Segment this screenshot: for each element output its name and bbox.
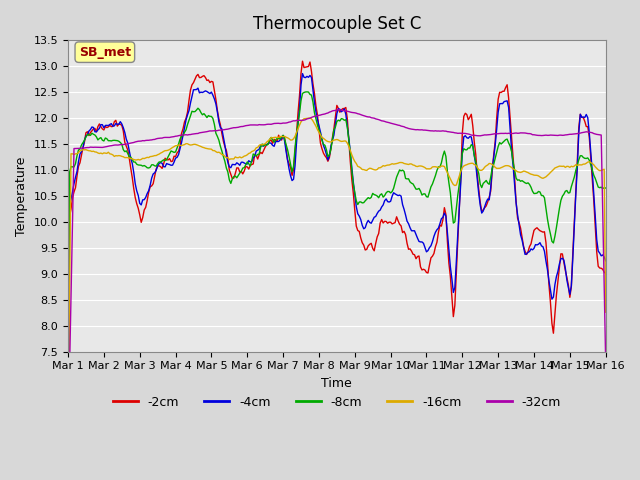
X-axis label: Time: Time bbox=[321, 377, 352, 390]
Y-axis label: Temperature: Temperature bbox=[15, 156, 28, 236]
-4cm bbox=[299, 71, 307, 76]
Title: Thermocouple Set C: Thermocouple Set C bbox=[253, 15, 421, 33]
-4cm bbox=[390, 190, 397, 196]
-8cm bbox=[372, 192, 380, 198]
-4cm bbox=[372, 214, 380, 219]
-4cm bbox=[538, 243, 545, 249]
Line: -2cm: -2cm bbox=[68, 61, 605, 480]
-32cm bbox=[335, 107, 342, 112]
-8cm bbox=[538, 192, 545, 198]
-16cm bbox=[402, 161, 410, 167]
-32cm bbox=[602, 360, 609, 365]
-2cm bbox=[372, 240, 380, 246]
Legend: -2cm, -4cm, -8cm, -16cm, -32cm: -2cm, -4cm, -8cm, -16cm, -32cm bbox=[108, 391, 566, 414]
-4cm bbox=[79, 145, 87, 151]
-32cm bbox=[79, 145, 87, 151]
-32cm bbox=[372, 116, 380, 122]
-32cm bbox=[164, 134, 172, 140]
-16cm bbox=[390, 161, 397, 167]
-2cm bbox=[390, 220, 397, 226]
Line: -8cm: -8cm bbox=[68, 92, 605, 459]
-8cm bbox=[64, 456, 72, 462]
-16cm bbox=[372, 167, 380, 173]
-8cm bbox=[390, 185, 397, 191]
-16cm bbox=[602, 309, 609, 315]
-32cm bbox=[390, 121, 397, 127]
-16cm bbox=[538, 175, 545, 181]
-2cm bbox=[299, 59, 307, 64]
Line: -16cm: -16cm bbox=[68, 118, 605, 447]
-2cm bbox=[164, 157, 172, 163]
-16cm bbox=[79, 147, 87, 153]
-8cm bbox=[602, 185, 609, 191]
-2cm bbox=[538, 228, 545, 234]
-32cm bbox=[402, 125, 410, 131]
-16cm bbox=[306, 115, 314, 121]
-8cm bbox=[402, 176, 410, 181]
-2cm bbox=[79, 145, 87, 151]
-4cm bbox=[402, 212, 410, 218]
-8cm bbox=[79, 140, 87, 145]
-32cm bbox=[64, 442, 72, 447]
-16cm bbox=[164, 147, 172, 153]
Line: -32cm: -32cm bbox=[68, 109, 605, 444]
-8cm bbox=[303, 89, 311, 95]
-16cm bbox=[64, 444, 72, 450]
-2cm bbox=[402, 232, 410, 238]
-8cm bbox=[164, 154, 172, 160]
Text: SB_met: SB_met bbox=[79, 46, 131, 59]
-4cm bbox=[164, 161, 172, 167]
-4cm bbox=[602, 258, 609, 264]
-2cm bbox=[64, 478, 72, 480]
-32cm bbox=[538, 132, 545, 138]
-2cm bbox=[602, 271, 609, 276]
-4cm bbox=[64, 470, 72, 476]
Line: -4cm: -4cm bbox=[68, 73, 605, 473]
